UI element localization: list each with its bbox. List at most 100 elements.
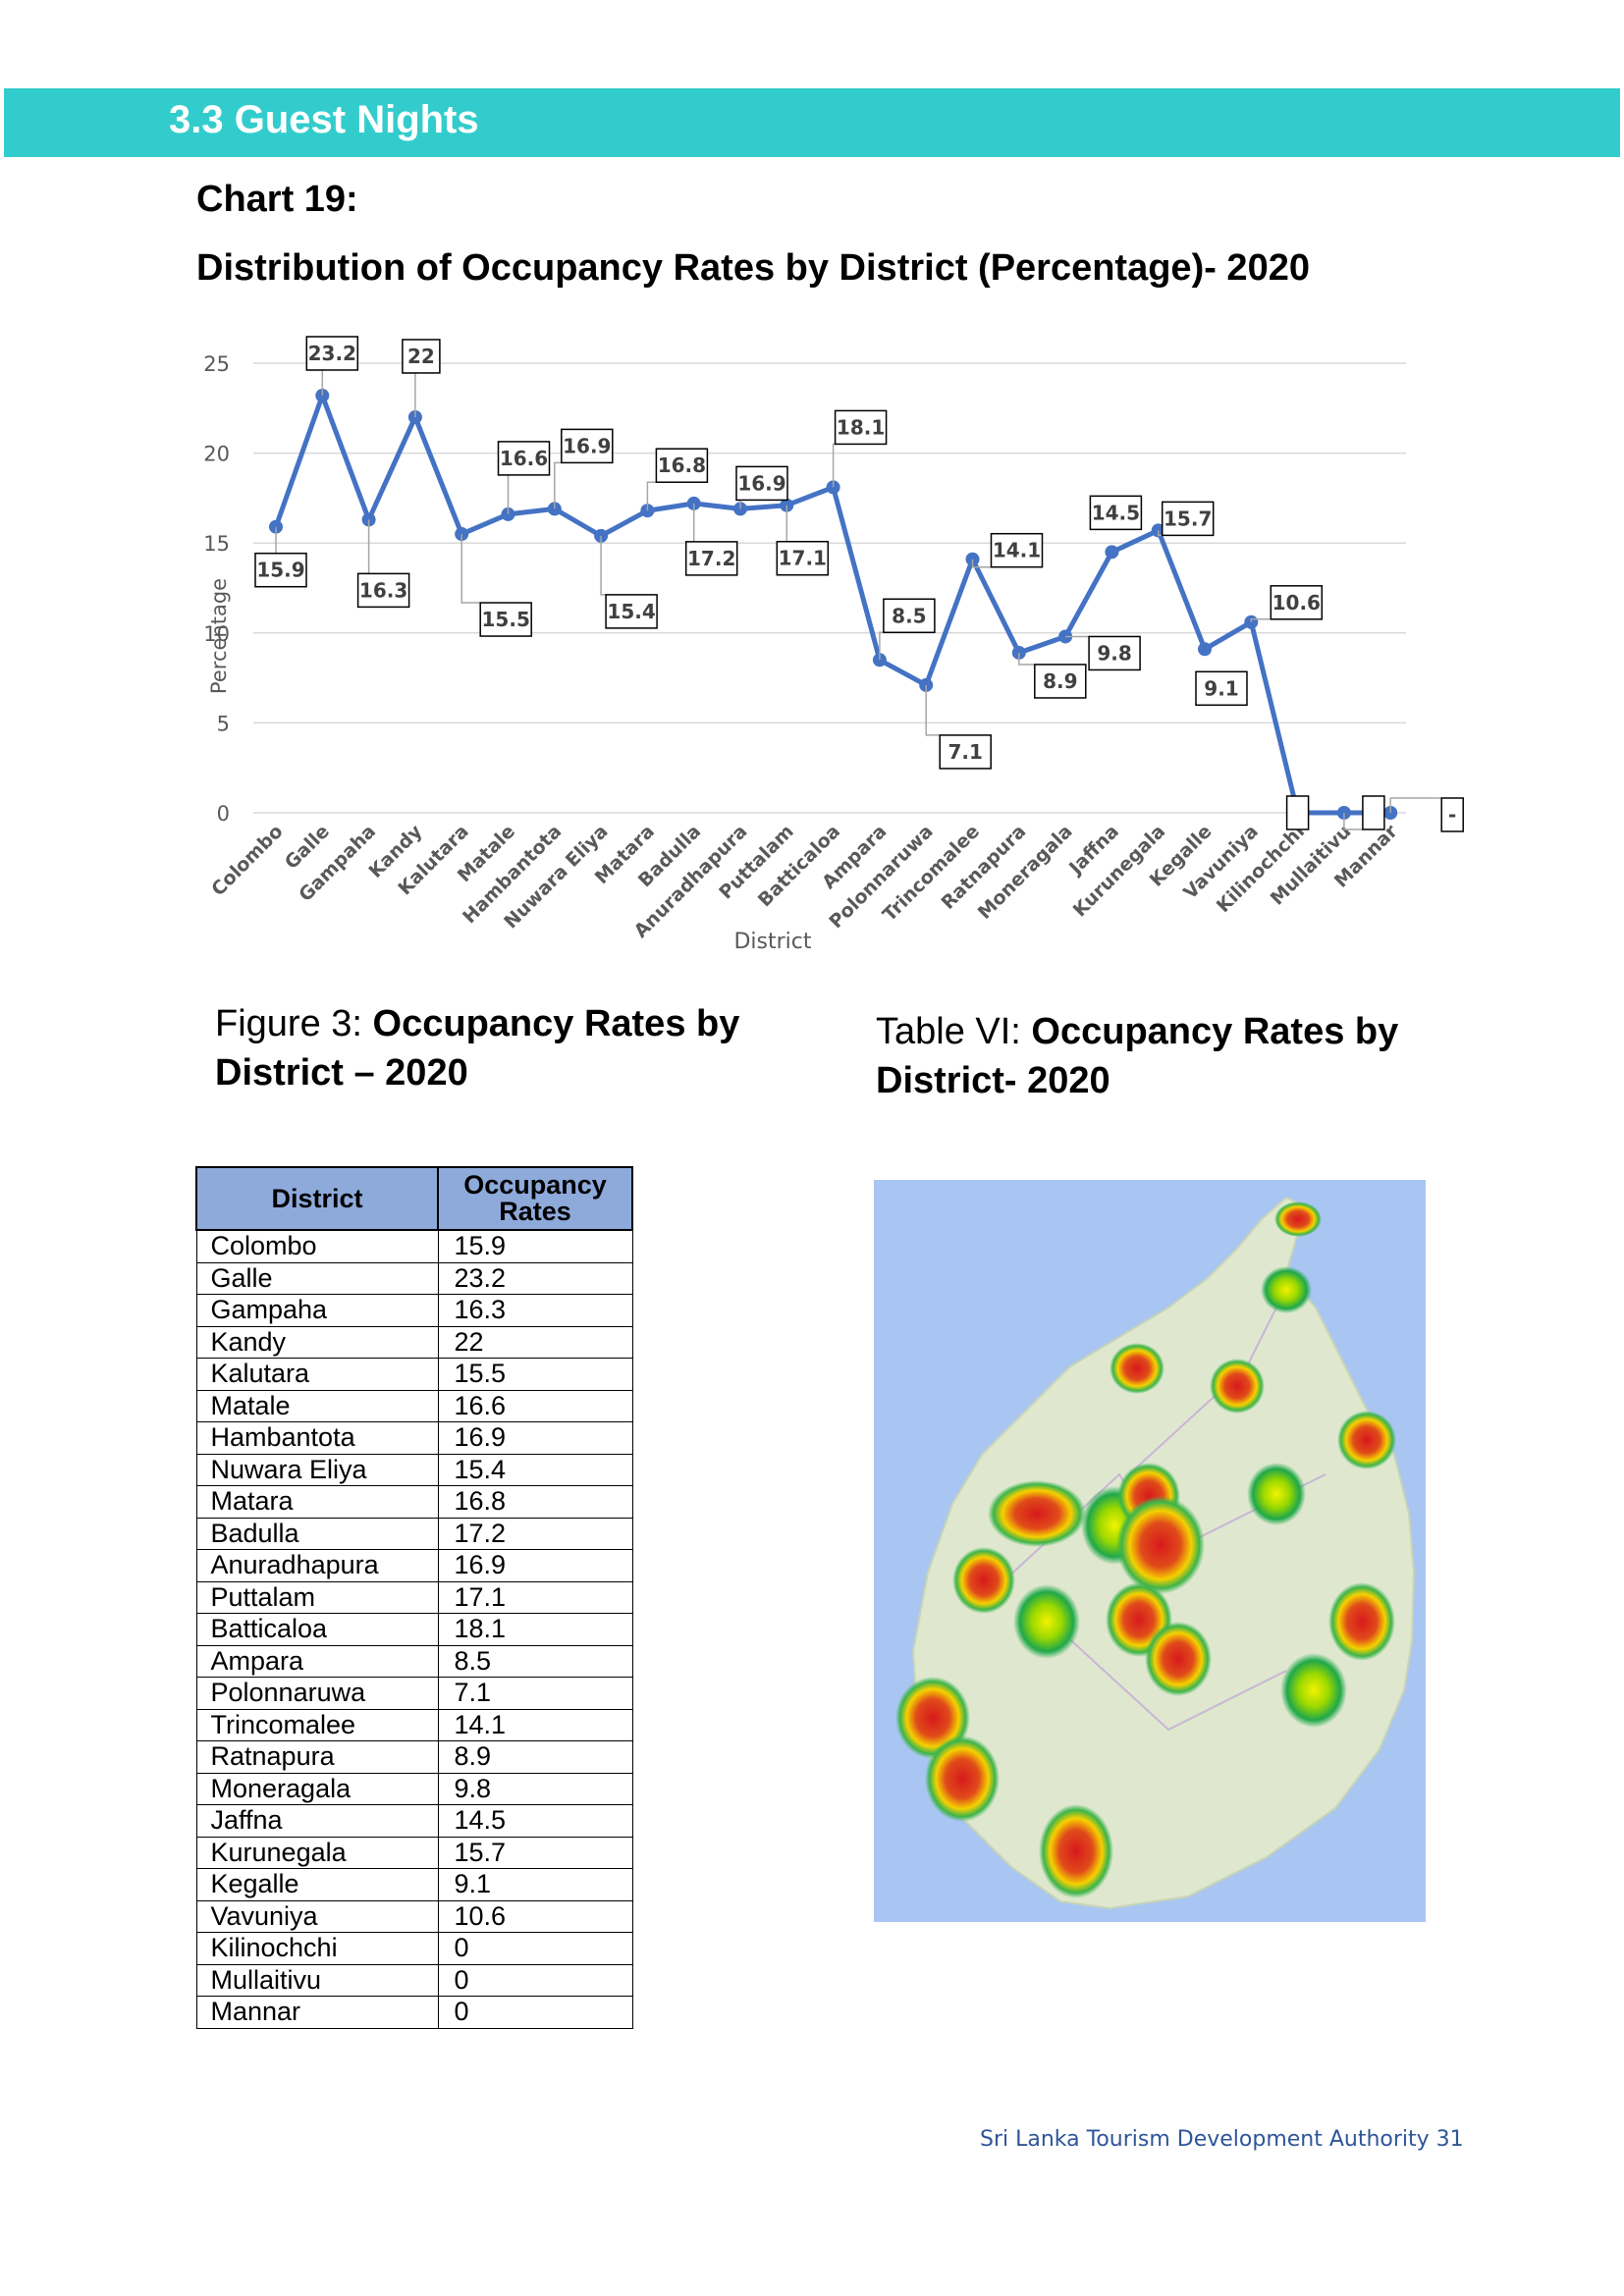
table-row: Polonnaruwa 7.1 [195, 1677, 633, 1710]
data-label: 17.2 [687, 547, 735, 570]
district-cell: Moneragala [195, 1772, 439, 1805]
rate-cell: 9.1 [437, 1868, 633, 1901]
data-label: 8.9 [1043, 669, 1077, 693]
data-label: 17.1 [779, 547, 827, 570]
table-row: Anuradhapura 16.9 [195, 1549, 633, 1582]
data-label-box [684, 541, 738, 576]
district-cell: Gampaha [195, 1294, 439, 1327]
district-cell: Matale [195, 1389, 439, 1422]
data-label: 15.5 [482, 608, 530, 631]
figure-caption: Figure 3: Occupancy Rates by District – … [215, 999, 804, 1097]
district-cell: Mannar [195, 1996, 439, 2029]
district-cell: Kurunegala [195, 1836, 439, 1869]
data-label: 16.9 [737, 471, 785, 495]
rate-cell: 0 [437, 1996, 633, 2029]
table-row: Vavuniya 10.6 [195, 1899, 633, 1933]
header-district: District [195, 1166, 439, 1231]
y-tick-label: 20 [203, 443, 230, 466]
leader-line [460, 534, 481, 604]
table-row: Nuwara Eliya 15.4 [195, 1453, 633, 1486]
data-label: 15.4 [607, 600, 655, 623]
data-label: 16.3 [359, 578, 407, 602]
data-point [1198, 642, 1212, 657]
leader-line [925, 684, 941, 736]
y-tick-label: 10 [203, 622, 230, 646]
rate-cell: 0 [437, 1963, 633, 1997]
table-row: Badulla 17.2 [195, 1517, 633, 1550]
data-label: 9.8 [1097, 641, 1131, 665]
rate-cell: 16.6 [437, 1389, 633, 1422]
leader-line [1157, 530, 1163, 537]
table-row: Gampaha 16.3 [195, 1294, 633, 1327]
table-row: Ratnapura 8.9 [195, 1740, 633, 1774]
district-cell: Badulla [195, 1517, 439, 1550]
data-point [1105, 545, 1119, 560]
data-label-box [1440, 797, 1464, 832]
table-caption: Table VI: Occupancy Rates by District- 2… [876, 1007, 1465, 1105]
hotspot [1013, 1584, 1080, 1659]
data-label-box [356, 572, 410, 609]
rate-cell: 8.9 [437, 1740, 633, 1774]
page-footer: Sri Lanka Tourism Development Authority … [980, 2127, 1464, 2152]
data-label: 22 [407, 345, 435, 368]
rate-cell: 15.9 [437, 1229, 633, 1263]
hotspot [1116, 1496, 1205, 1594]
rate-cell: 17.1 [437, 1580, 633, 1614]
district-cell: Galle [195, 1261, 439, 1295]
district-cell: Kilinochchi [195, 1932, 439, 1965]
hotspot [1261, 1266, 1312, 1313]
table-row: Galle 23.2 [195, 1261, 633, 1295]
leader-line [554, 461, 562, 509]
chart-title: Distribution of Occupancy Rates by Distr… [196, 247, 1310, 289]
data-label-box [1089, 495, 1143, 531]
header-occupancy-rates: Occupancy Rates [437, 1166, 633, 1231]
data-label-box [402, 339, 441, 374]
table-caption-prefix: Table VI: [876, 1011, 1032, 1052]
leader-line [1343, 813, 1363, 830]
leader-line [1389, 797, 1442, 813]
district-cell: Anuradhapura [195, 1549, 439, 1582]
district-cell: Nuwara Eliya [195, 1453, 439, 1486]
data-label: 14.1 [993, 539, 1041, 562]
x-tick-label: Colombo [207, 821, 287, 900]
rate-cell: 14.5 [437, 1804, 633, 1838]
leader-line [402, 372, 416, 417]
district-cell: Jaffna [195, 1804, 439, 1838]
data-label-box [254, 552, 307, 588]
rate-cell: 15.4 [437, 1453, 633, 1486]
district-cell: Mullaitivu [195, 1963, 439, 1997]
table-row: Matara 16.8 [195, 1485, 633, 1519]
occupancy-table: District Occupancy Rates Colombo 15.9 Gall… [195, 1166, 633, 2029]
rate-cell: 15.7 [437, 1836, 633, 1869]
y-axis-title: Percentage [207, 578, 231, 694]
table-row: Mannar 0 [195, 1996, 633, 2029]
data-label-box [1270, 585, 1324, 620]
rate-cell: 0 [437, 1932, 633, 1965]
data-label-box [776, 540, 830, 576]
district-cell: Colombo [195, 1229, 439, 1263]
hotspot [1328, 1582, 1395, 1661]
data-label: 23.2 [308, 342, 356, 365]
data-label-box [1362, 795, 1385, 830]
rate-cell: 22 [437, 1325, 633, 1359]
rate-cell: 23.2 [437, 1261, 633, 1295]
table-row: Kandy 22 [195, 1325, 633, 1359]
district-cell: Kandy [195, 1325, 439, 1359]
data-label: 7.1 [947, 740, 982, 764]
y-tick-label: 25 [203, 352, 230, 376]
data-label-box [479, 602, 532, 637]
data-label: 8.5 [892, 604, 926, 627]
y-tick-label: 5 [217, 712, 230, 735]
hotspot [1210, 1359, 1265, 1414]
data-label-box [1161, 501, 1215, 537]
table-row: Mullaitivu 0 [195, 1963, 633, 1997]
rate-cell: 10.6 [437, 1899, 633, 1933]
table-caption-title: Occupancy Rates by District- 2020 [876, 1011, 1399, 1101]
hotspot [1247, 1463, 1306, 1525]
rate-cell: 14.1 [437, 1708, 633, 1741]
leader-line [1018, 652, 1035, 666]
hotspot [1337, 1411, 1396, 1469]
district-cell: Hambantota [195, 1421, 439, 1455]
data-label: 16.9 [563, 434, 611, 457]
hotspot [1280, 1653, 1347, 1728]
